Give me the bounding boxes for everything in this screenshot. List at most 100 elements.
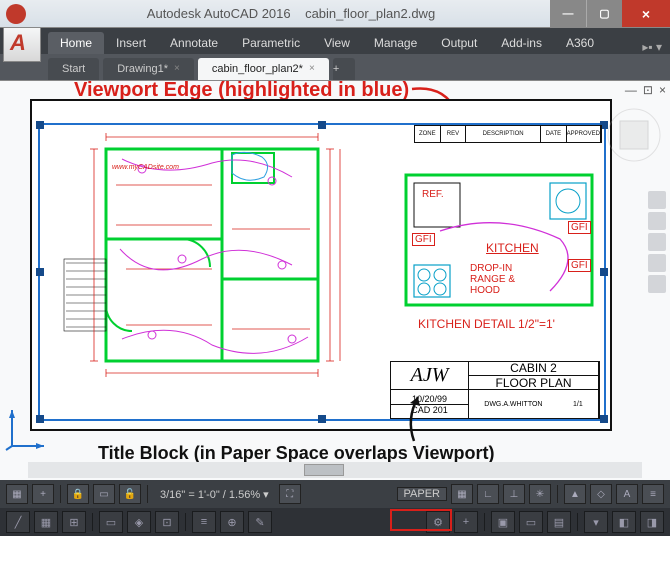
gfi-label: GFI <box>568 259 591 272</box>
bb-tray2-icon[interactable]: ◨ <box>640 511 664 533</box>
close-button[interactable]: × <box>622 0 670 27</box>
canvas-controls: — ⊡ × <box>625 83 666 97</box>
close-viewport-icon[interactable]: × <box>659 83 666 97</box>
bb-hw-icon[interactable]: ▭ <box>519 511 543 533</box>
sb-viewport-icon[interactable]: ▭ <box>93 484 115 504</box>
bb-dyninput-icon[interactable]: ⊡ <box>155 511 179 533</box>
tb-title1: CABIN 2 <box>469 361 598 376</box>
nav-orbit-icon[interactable] <box>648 254 666 272</box>
filetab-cabin[interactable]: cabin_floor_plan2*× <box>198 58 329 80</box>
tab-annotate[interactable]: Annotate <box>158 32 230 54</box>
sb-polar-icon[interactable]: ✳ <box>529 484 551 504</box>
rev-col: APPROVED <box>567 126 601 142</box>
rev-col: DATE <box>541 126 567 142</box>
nav-pan-icon[interactable] <box>648 212 666 230</box>
watermark: www.myCADsite.com <box>112 164 179 171</box>
sb-snap-icon[interactable]: ∟ <box>477 484 499 504</box>
paper-sheet: ZONE REV DESCRIPTION DATE APPROVED <box>30 99 612 431</box>
drawing-canvas[interactable]: — ⊡ × Viewport Edge (highlighted in blue… <box>0 80 670 480</box>
bb-grid-icon[interactable]: ▦ <box>34 511 58 533</box>
close-icon[interactable]: × <box>174 58 180 80</box>
tb-title2: FLOOR PLAN <box>495 376 571 390</box>
viewport-handle[interactable] <box>36 268 44 276</box>
bottom-toolbar: ╱ ▦ ⊞ ▭ ◈ ⊡ ≡ ⊕ ✎ ⚙ + ▣ ▭ ▤ ▾ ◧ ◨ <box>0 508 670 536</box>
tb-sheet: 1/1 <box>573 401 583 408</box>
bb-rect-icon[interactable]: ▭ <box>99 511 123 533</box>
close-icon[interactable]: × <box>309 58 315 80</box>
window-buttons: — ▢ × <box>550 0 670 27</box>
gfi-label: GFI <box>568 221 591 234</box>
scale-display[interactable]: 3/16" = 1'-0" / 1.56% ▾ <box>154 488 275 501</box>
revision-table: ZONE REV DESCRIPTION DATE APPROVED <box>414 125 602 143</box>
tab-insert[interactable]: Insert <box>104 32 158 54</box>
sb-grid-icon[interactable]: ▦ <box>451 484 473 504</box>
bb-line-icon[interactable]: ╱ <box>6 511 30 533</box>
ucs-icon <box>4 406 48 452</box>
maximize-button[interactable]: ▢ <box>586 0 622 27</box>
gfi-label: GFI <box>412 233 435 246</box>
minimize-button[interactable]: — <box>550 0 586 27</box>
bb-cust-icon[interactable]: ▾ <box>584 511 608 533</box>
sb-maximize-viewport-icon[interactable]: ⛶ <box>279 484 301 504</box>
tab-parametric[interactable]: Parametric <box>230 32 312 54</box>
kitchen-label: KITCHEN <box>486 241 539 255</box>
bb-iso-icon[interactable]: ▣ <box>491 511 515 533</box>
viewcube[interactable] <box>606 107 662 163</box>
nav-showmotion-icon[interactable] <box>648 275 666 293</box>
viewport-handle[interactable] <box>600 415 608 423</box>
bb-snap-icon[interactable]: ⊞ <box>62 511 86 533</box>
sb-ortho-icon[interactable]: ⊥ <box>503 484 525 504</box>
scrollbar-thumb[interactable] <box>304 464 344 476</box>
bb-workspace-icon[interactable]: ⚙ <box>426 511 450 533</box>
rev-col: REV <box>441 126 467 142</box>
viewport-handle[interactable] <box>318 121 326 129</box>
filetab-start[interactable]: Start <box>48 58 99 80</box>
sb-lock-icon[interactable]: 🔒 <box>67 484 89 504</box>
ribbon-overflow[interactable]: ▸▪ ▾ <box>642 40 670 54</box>
minimize-viewport-icon[interactable]: — <box>625 83 637 97</box>
new-tab-button[interactable]: + <box>333 58 355 80</box>
file-tabs: Start Drawing1*× cabin_floor_plan2*× + <box>0 54 670 80</box>
paper-model-toggle[interactable]: PAPER <box>397 487 447 501</box>
tab-addins[interactable]: Add-ins <box>489 32 554 54</box>
tab-a360[interactable]: A360 <box>554 32 606 54</box>
navigation-bar <box>648 191 668 293</box>
sb-layout-plus-icon[interactable]: + <box>32 484 54 504</box>
bb-tray-icon[interactable]: ◧ <box>612 511 636 533</box>
restore-viewport-icon[interactable]: ⊡ <box>643 83 653 97</box>
floor-plan-drawing: www.myCADsite.com <box>62 129 382 379</box>
sb-menu-icon[interactable]: ≡ <box>642 484 664 504</box>
bb-anno-icon[interactable]: + <box>454 511 478 533</box>
ref-label: REF. <box>422 189 444 200</box>
tab-home[interactable]: Home <box>48 32 104 54</box>
bb-linewt-icon[interactable]: ≡ <box>192 511 216 533</box>
nav-wheel-icon[interactable] <box>648 191 666 209</box>
kitchen-detail-caption: KITCHEN DETAIL 1/2"=1' <box>418 317 555 331</box>
application-menu-button[interactable] <box>3 27 41 62</box>
horizontal-scrollbar[interactable] <box>28 462 642 478</box>
tab-manage[interactable]: Manage <box>362 32 429 54</box>
sb-layout-icon[interactable]: ▦ <box>6 484 28 504</box>
rev-col: DESCRIPTION <box>466 126 541 142</box>
filetab-drawing1[interactable]: Drawing1*× <box>103 58 194 80</box>
sb-annomonitor-icon[interactable]: ▲ <box>564 484 586 504</box>
rev-col: ZONE <box>415 126 441 142</box>
bb-3dosnap-icon[interactable]: ◈ <box>127 511 151 533</box>
viewport-handle[interactable] <box>36 121 44 129</box>
sb-osnap-icon[interactable]: ◇ <box>590 484 612 504</box>
annotation-title-block: Title Block (in Paper Space overlaps Vie… <box>98 443 494 464</box>
sb-unlock-icon[interactable]: 🔓 <box>119 484 141 504</box>
nav-zoom-icon[interactable] <box>648 233 666 251</box>
status-bar: ▦ + 🔒 ▭ 🔓 3/16" = 1'-0" / 1.56% ▾ ⛶ PAPE… <box>0 480 670 508</box>
bb-qp-icon[interactable]: ✎ <box>248 511 272 533</box>
bb-clean-icon[interactable]: ▤ <box>547 511 571 533</box>
tab-output[interactable]: Output <box>429 32 489 54</box>
annotation-arrow-icon <box>396 391 436 445</box>
viewport-handle[interactable] <box>318 415 326 423</box>
app-icon <box>6 4 26 24</box>
tab-view[interactable]: View <box>312 32 362 54</box>
sb-annoscale-icon[interactable]: A <box>616 484 638 504</box>
ribbon-tabs: Home Insert Annotate Parametric View Man… <box>0 28 670 54</box>
viewport-handle[interactable] <box>600 268 608 276</box>
bb-units-icon[interactable]: ⊕ <box>220 511 244 533</box>
